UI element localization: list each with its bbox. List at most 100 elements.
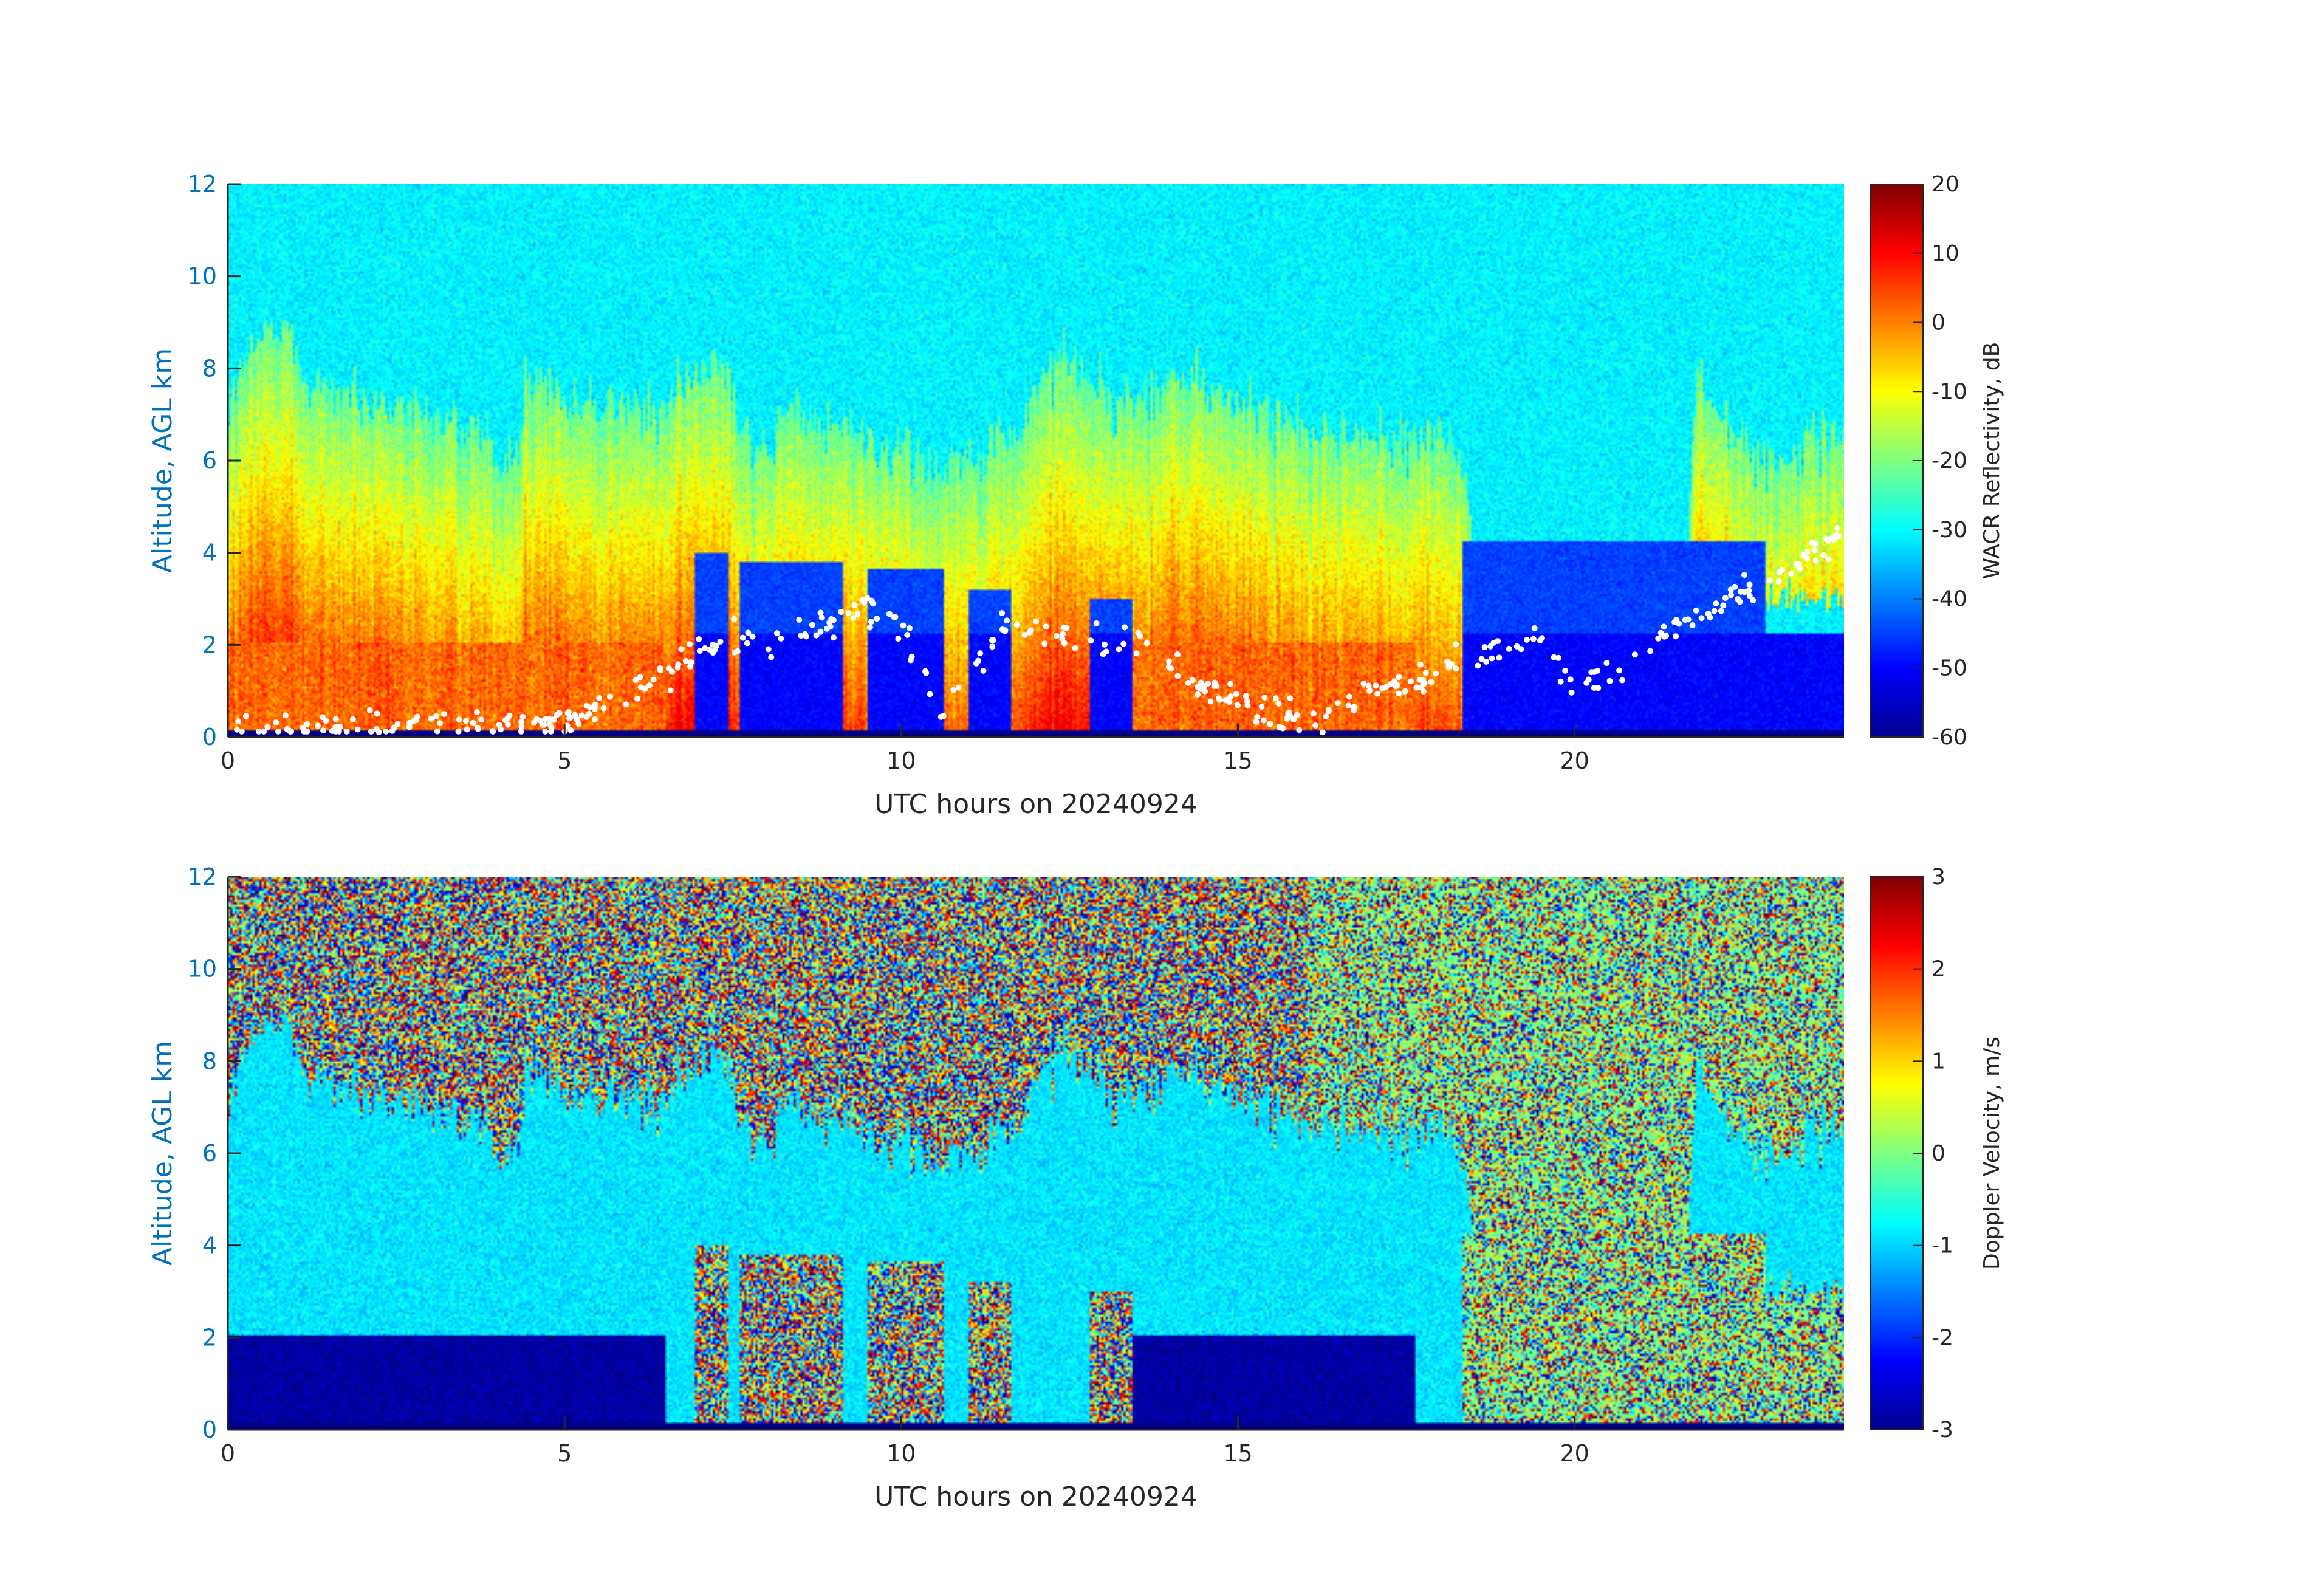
cloud-base-point	[866, 624, 873, 631]
cloud-base-point	[1275, 701, 1282, 707]
cloud-base-point	[717, 638, 724, 645]
cloud-base-point	[1260, 717, 1267, 724]
cloud-base-point	[504, 721, 511, 728]
cloud-base-point	[1585, 676, 1592, 683]
cloud-base-point	[1588, 669, 1595, 676]
cloud-base-point	[1746, 588, 1752, 594]
cloud-base-point	[1693, 607, 1699, 614]
cloud-base-point	[1825, 538, 1832, 544]
colorbar-tick-label: -1	[1932, 1233, 1953, 1258]
cloud-base-point	[255, 728, 262, 735]
cloud-base-point	[1133, 650, 1140, 657]
cloud-base-point	[1195, 691, 1201, 698]
cloud-base-point	[869, 600, 876, 607]
cloud-base-point	[1227, 681, 1233, 687]
reflectivity-image	[228, 184, 1844, 737]
cloud-base-point	[1323, 713, 1329, 720]
cloud-base-point	[383, 728, 389, 735]
cloud-base-point	[373, 726, 380, 733]
cloud-base-point	[564, 722, 571, 729]
cloud-base-point	[731, 616, 738, 622]
cloud-base-point	[1647, 648, 1654, 654]
cloud-base-point	[319, 714, 326, 721]
cloud-base-point	[1489, 655, 1495, 662]
x-tick-label: 15	[1223, 1440, 1252, 1467]
cloud-base-point	[1373, 682, 1379, 689]
cloud-base-point	[567, 715, 574, 721]
y-tick-label: 2	[202, 631, 217, 658]
cloud-base-point	[1562, 667, 1569, 674]
cloud-base-point	[1041, 640, 1048, 647]
cloud-base-point	[572, 712, 578, 718]
cloud-base-point	[518, 719, 524, 725]
cloud-base-point	[536, 717, 543, 724]
x-tick-label: 20	[1560, 1440, 1589, 1467]
cloud-base-point	[1735, 596, 1741, 602]
cloud-base-point	[940, 713, 947, 719]
cloud-base-point	[1568, 689, 1575, 696]
y-tick-label: 8	[202, 1048, 217, 1074]
doppler-colorbar-label: Doppler Velocity, m/s	[1980, 1037, 2004, 1270]
cloud-base-point	[623, 701, 629, 708]
cloud-base-point	[803, 633, 809, 640]
cloud-base-point	[1033, 618, 1040, 625]
cloud-base-point	[1137, 633, 1143, 640]
cloud-base-point	[1072, 645, 1078, 651]
cloud-base-point	[845, 609, 852, 616]
cloud-base-point	[456, 716, 462, 723]
cloud-base-point	[1253, 719, 1260, 725]
reflectivity-y-axis-label: Altitude, AGL km	[147, 348, 178, 573]
cloud-base-points	[234, 525, 1842, 736]
cloud-base-point	[478, 716, 485, 723]
doppler-colorbar: -3 -2 -1 0 1 2 3 Doppler Velocity, m/s	[1870, 865, 2004, 1442]
cloud-base-point	[329, 728, 335, 734]
cloud-base-point	[283, 712, 289, 719]
cloud-base-point	[1506, 645, 1512, 652]
cloud-base-point	[1205, 681, 1212, 687]
cloud-base-point	[637, 674, 643, 681]
cloud-base-point	[1063, 625, 1070, 631]
cloud-base-point	[850, 615, 857, 622]
cloud-base-point	[1732, 583, 1738, 590]
cloud-base-point	[473, 709, 480, 715]
cloud-base-point	[1603, 660, 1610, 666]
cloud-base-point	[1483, 659, 1490, 665]
cloud-base-point	[607, 693, 613, 700]
cloud-base-point	[1775, 578, 1782, 585]
cloud-base-point	[1276, 724, 1283, 730]
cloud-base-point	[234, 726, 241, 733]
cloud-base-point	[1671, 619, 1678, 625]
cloud-base-point	[1537, 637, 1543, 643]
cloud-base-point	[907, 625, 913, 631]
cloud-base-point	[696, 648, 703, 654]
cloud-base-point	[586, 710, 592, 717]
colorbar-tick-label: 20	[1932, 172, 1959, 197]
cloud-base-point	[567, 727, 574, 733]
cloud-base-point	[1379, 685, 1386, 691]
x-tick-label: 15	[1223, 747, 1252, 774]
cloud-base-point	[1244, 698, 1250, 704]
cloud-base-point	[1351, 707, 1357, 713]
cloud-base-point	[518, 723, 525, 730]
cloud-base-point	[1325, 708, 1332, 715]
cloud-base-point	[1226, 699, 1233, 705]
colorbar-tick-label: -2	[1932, 1325, 1953, 1350]
cloud-base-point	[470, 720, 476, 726]
cloud-base-point	[989, 643, 996, 650]
cloud-base-point	[1374, 690, 1381, 697]
cloud-base-point	[773, 630, 780, 637]
x-tick-label: 0	[221, 747, 235, 774]
cloud-base-point	[1795, 561, 1802, 568]
cloud-base-point	[827, 623, 834, 630]
cloud-base-point	[702, 645, 708, 651]
colorbar-tick-label: 1	[1932, 1049, 1945, 1074]
cloud-base-point	[1490, 639, 1497, 646]
cloud-base-point	[287, 728, 293, 735]
cloud-base-point	[739, 634, 746, 641]
cloud-base-point	[642, 685, 648, 692]
cloud-base-point	[1788, 570, 1795, 577]
y-tick-label: 4	[202, 1232, 217, 1259]
cloud-base-point	[455, 728, 462, 735]
cloud-base-point	[1531, 625, 1538, 631]
